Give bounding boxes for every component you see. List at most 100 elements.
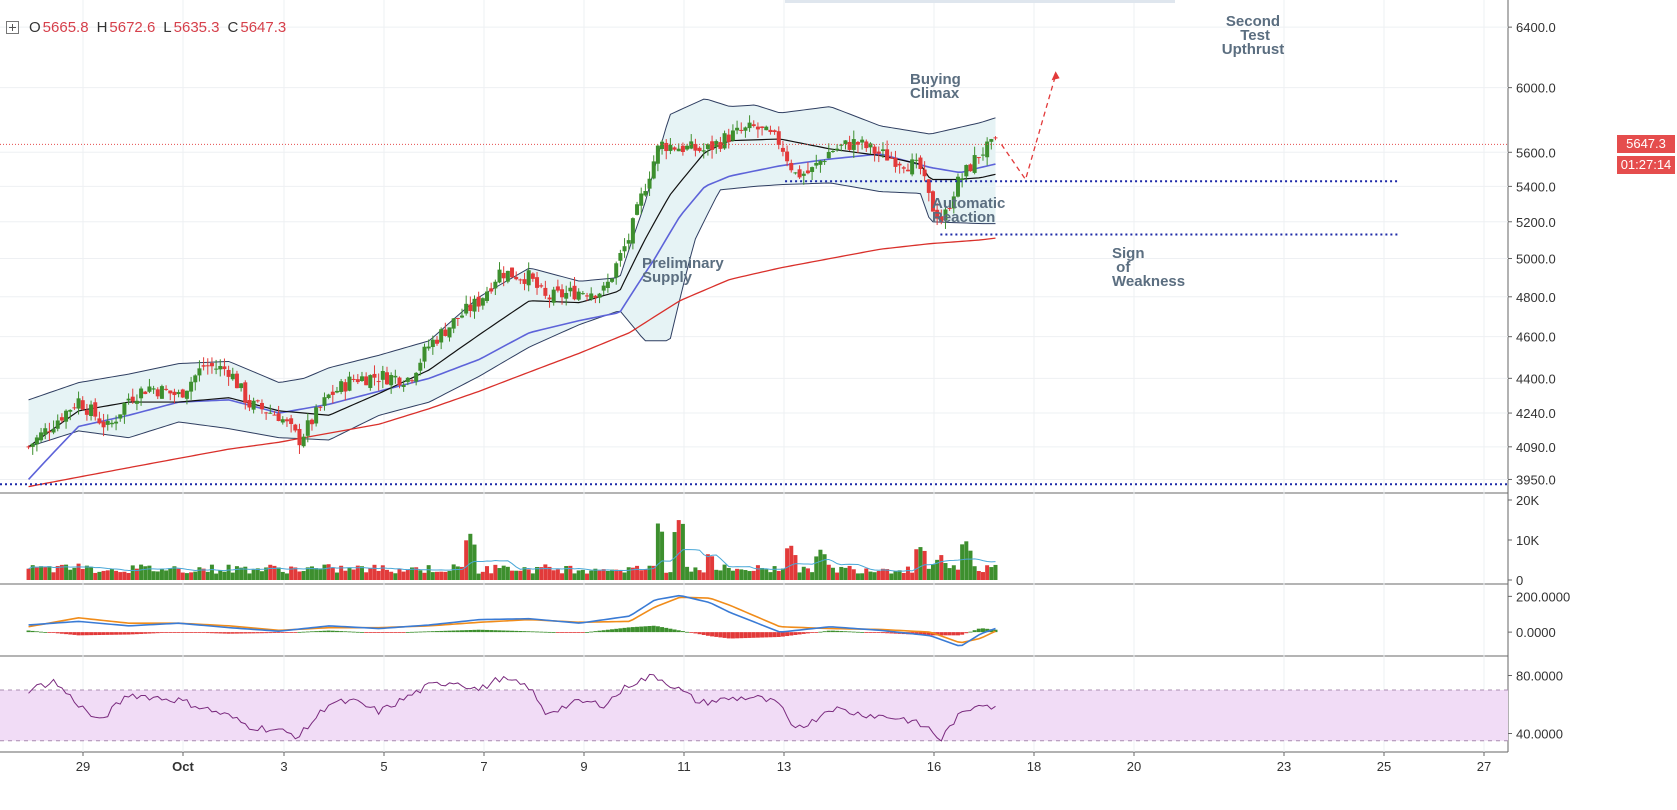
- time-tick-label: 27: [1477, 759, 1491, 774]
- volume-bar: [593, 568, 598, 580]
- candle-body: [439, 329, 444, 343]
- volume-bar: [434, 571, 439, 580]
- macd-histogram-bar: [922, 632, 927, 636]
- candle-body: [843, 140, 848, 144]
- volume-bar: [68, 569, 73, 580]
- candle-body: [735, 127, 740, 131]
- macd-histogram-bar: [472, 629, 477, 633]
- volume-bar: [393, 573, 398, 580]
- candle-body: [664, 142, 669, 152]
- macd-histogram-bar: [939, 632, 944, 636]
- macd-histogram-bar: [55, 632, 60, 634]
- macd-histogram-bar: [660, 627, 665, 633]
- macd-histogram-bar: [143, 632, 148, 634]
- candle-body: [814, 162, 819, 166]
- candle-body: [59, 417, 64, 421]
- candle-body: [101, 421, 106, 428]
- candle-body: [668, 144, 673, 151]
- ohlc-legend: O 5665.8 H 5672.6 L 5635.3 C 5647.3: [6, 19, 286, 36]
- candle-body: [722, 133, 727, 149]
- candle-body: [51, 429, 56, 433]
- candle-body: [718, 142, 723, 149]
- macd-histogram-bar: [426, 631, 431, 633]
- volume-bar: [197, 567, 202, 580]
- low-label: L: [163, 19, 172, 36]
- volume-bar: [93, 572, 98, 580]
- volume-bar: [805, 568, 810, 580]
- candle-body: [126, 398, 131, 401]
- macd-histogram-bar: [768, 632, 773, 638]
- macd-histogram-bar: [805, 632, 810, 634]
- volume-bar: [84, 565, 89, 580]
- macd-histogram-bar: [355, 631, 360, 633]
- macd-histogram-bar: [80, 632, 85, 636]
- candle-body: [89, 404, 94, 417]
- volume-bar: [205, 571, 210, 580]
- macd-histogram-bar: [180, 632, 185, 633]
- macd-histogram-bar: [555, 632, 560, 633]
- volume-bar: [347, 567, 352, 580]
- volume-bar: [939, 555, 944, 580]
- volume-bar: [455, 566, 460, 580]
- candle-body: [593, 295, 598, 298]
- volume-bar: [585, 573, 590, 580]
- macd-histogram-bar: [614, 628, 619, 633]
- macd-histogram-bar: [109, 632, 114, 635]
- macd-histogram-bar: [214, 632, 219, 634]
- volume-bar: [735, 568, 740, 580]
- candle-body: [109, 422, 114, 425]
- candle-body: [972, 155, 977, 173]
- volume-bar: [264, 567, 269, 580]
- annotation-label: Buying Climax: [910, 71, 961, 102]
- candle-body: [272, 414, 277, 416]
- macd-histogram-bar: [409, 631, 414, 633]
- macd-histogram-bar: [130, 632, 135, 635]
- macd-histogram-bar: [680, 631, 685, 633]
- price-tick-label: 5000.0: [1516, 252, 1556, 267]
- volume-bar: [947, 568, 952, 580]
- macd-histogram-bar: [743, 632, 748, 639]
- candle-body: [776, 131, 781, 145]
- volume-bar: [72, 567, 77, 580]
- candle-body: [543, 287, 548, 296]
- volume-bar: [176, 568, 181, 580]
- macd-histogram-bar: [422, 631, 427, 633]
- candle-body: [755, 126, 760, 130]
- volume-bar: [293, 567, 298, 580]
- volume-bar: [747, 571, 752, 580]
- candle-body: [768, 129, 773, 133]
- volume-bar: [814, 556, 819, 580]
- macd-histogram-bar: [197, 632, 202, 633]
- volume-bar: [430, 572, 435, 580]
- macd-histogram-bar: [993, 629, 998, 633]
- volume-bar: [560, 573, 565, 580]
- candle-body: [947, 207, 952, 209]
- macd-histogram-bar: [97, 632, 102, 636]
- volume-bar: [147, 565, 152, 580]
- volume-bar: [872, 572, 877, 580]
- candle-body: [460, 315, 465, 318]
- macd-histogram-bar: [522, 631, 527, 633]
- volume-bar: [209, 564, 214, 580]
- candle-body: [84, 410, 89, 415]
- volume-bar: [889, 573, 894, 580]
- volume-bar: [960, 544, 965, 580]
- expand-icon[interactable]: [6, 21, 19, 34]
- volume-bar: [797, 572, 802, 580]
- candle-body: [201, 365, 206, 367]
- macd-histogram-bar: [622, 627, 627, 633]
- macd-histogram-bar: [384, 632, 389, 633]
- time-tick-label: 3: [280, 759, 287, 774]
- macd-histogram-bar: [980, 628, 985, 633]
- volume-bar: [89, 566, 94, 580]
- volume-bar: [701, 572, 706, 580]
- volume-bar: [105, 570, 110, 580]
- candle-body: [805, 170, 810, 174]
- candle-body: [610, 278, 615, 282]
- macd-histogram-bar: [205, 632, 210, 634]
- candle-body: [468, 304, 473, 311]
- macd-histogram-bar: [397, 632, 402, 633]
- macd-histogram-bar: [59, 632, 64, 634]
